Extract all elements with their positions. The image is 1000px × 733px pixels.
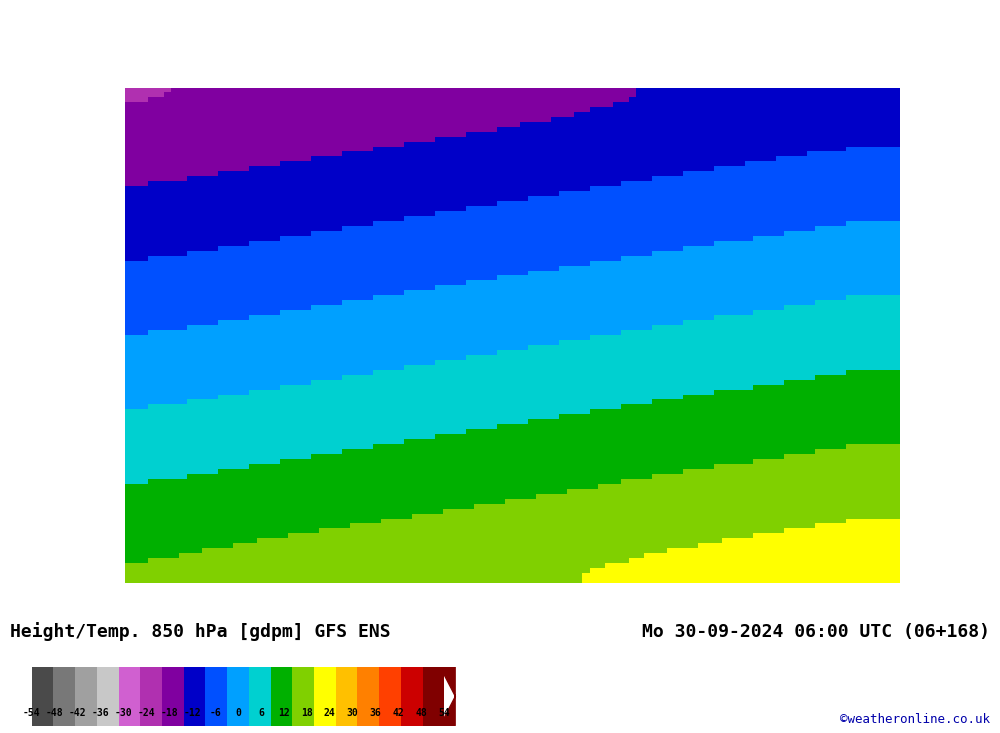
Bar: [379, 667, 401, 726]
Text: -6: -6: [209, 708, 221, 718]
Bar: [292, 667, 314, 726]
Text: Height/Temp. 850 hPa [gdpm] GFS ENS: Height/Temp. 850 hPa [gdpm] GFS ENS: [10, 622, 391, 641]
Bar: [227, 667, 249, 726]
Bar: [75, 667, 97, 726]
Text: -24: -24: [138, 708, 155, 718]
Bar: [97, 667, 119, 726]
Text: -48: -48: [46, 708, 63, 718]
Bar: [271, 667, 292, 726]
Bar: [205, 667, 227, 726]
Text: 0: 0: [235, 708, 241, 718]
Text: 36: 36: [370, 708, 381, 718]
Bar: [119, 667, 140, 726]
Text: ©weatheronline.co.uk: ©weatheronline.co.uk: [840, 712, 990, 726]
Text: -42: -42: [69, 708, 86, 718]
Text: 54: 54: [438, 708, 450, 718]
Text: -30: -30: [115, 708, 132, 718]
Bar: [357, 667, 379, 726]
Text: 30: 30: [347, 708, 358, 718]
Text: 24: 24: [324, 708, 336, 718]
Bar: [162, 667, 184, 726]
Bar: [53, 667, 75, 726]
Bar: [314, 667, 336, 726]
Text: -54: -54: [23, 708, 41, 718]
Bar: [32, 667, 53, 726]
Bar: [140, 667, 162, 726]
Text: -36: -36: [92, 708, 109, 718]
FancyArrow shape: [440, 667, 455, 726]
Text: 18: 18: [301, 708, 313, 718]
Text: 42: 42: [393, 708, 404, 718]
Bar: [336, 667, 357, 726]
Text: Mo 30-09-2024 06:00 UTC (06+168): Mo 30-09-2024 06:00 UTC (06+168): [642, 623, 990, 641]
Text: 48: 48: [415, 708, 427, 718]
Text: 6: 6: [258, 708, 264, 718]
Text: 12: 12: [278, 708, 290, 718]
Bar: [423, 667, 444, 726]
Text: -12: -12: [183, 708, 201, 718]
Text: -18: -18: [160, 708, 178, 718]
Bar: [401, 667, 423, 726]
Bar: [184, 667, 205, 726]
Bar: [249, 667, 271, 726]
